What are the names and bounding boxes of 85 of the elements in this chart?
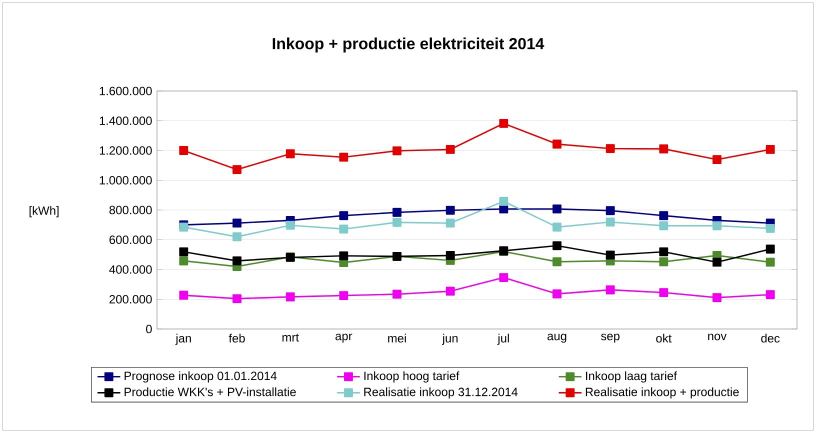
point xyxy=(179,222,188,232)
y-tick-label: 400.000 xyxy=(109,265,152,274)
point xyxy=(552,257,562,266)
point xyxy=(659,144,668,154)
point xyxy=(659,257,668,266)
y-tick-label: 600.000 xyxy=(110,235,152,244)
point xyxy=(499,273,508,282)
x-tick-label: dec xyxy=(761,334,780,343)
x-tick-label: apr xyxy=(336,334,352,343)
point xyxy=(392,146,402,156)
x-tick-label: aug xyxy=(548,334,566,343)
point xyxy=(446,144,455,154)
point xyxy=(552,289,562,298)
point xyxy=(712,293,722,302)
point xyxy=(286,149,295,158)
y-tick-label: 200.000 xyxy=(110,294,152,304)
x-tick-label: nov xyxy=(708,334,727,340)
x-tick-label: jun xyxy=(442,334,458,345)
point xyxy=(339,152,348,162)
y-tick-label: 1.400.000 xyxy=(100,116,152,126)
x-tick-label: mrt xyxy=(282,334,299,342)
point xyxy=(392,218,402,227)
point xyxy=(499,118,508,128)
x-tick-label: jul xyxy=(497,334,509,345)
point xyxy=(606,250,615,260)
y-tick-label: 1.600.000 xyxy=(100,86,152,96)
legend-label: Inkoop laag tarief xyxy=(586,371,677,383)
point xyxy=(552,140,562,149)
legend-label: Realisatie inkoop + productie xyxy=(586,387,739,399)
y-tick-label: 1.000.000 xyxy=(100,176,152,185)
legend-label: Realisatie inkoop 31.12.2014 xyxy=(364,387,518,399)
point xyxy=(552,241,562,250)
point xyxy=(659,288,668,298)
point xyxy=(766,224,775,233)
point xyxy=(446,218,455,228)
point xyxy=(339,211,348,220)
point xyxy=(179,247,188,256)
point xyxy=(232,218,242,228)
point xyxy=(659,211,668,220)
point xyxy=(179,290,188,300)
point xyxy=(712,258,722,267)
x-tick-label: jan xyxy=(175,334,191,345)
legend-label: Prognose inkoop 01.01.2014 xyxy=(124,371,277,383)
y-tick-label: 0 xyxy=(146,324,152,334)
point xyxy=(552,222,562,232)
x-tick-label: mei xyxy=(388,334,406,343)
legend-label: Productie WKK's + PV-installatie xyxy=(124,387,296,396)
point xyxy=(286,292,295,302)
point xyxy=(766,290,775,300)
point xyxy=(179,256,188,266)
point xyxy=(606,285,615,294)
point xyxy=(659,247,668,256)
point xyxy=(286,220,295,230)
point xyxy=(766,258,775,267)
point xyxy=(392,290,402,299)
point xyxy=(339,251,348,260)
point xyxy=(712,221,722,230)
point xyxy=(552,204,562,214)
point xyxy=(446,206,455,215)
point xyxy=(499,196,508,206)
y-axis-title: [kWh] xyxy=(30,206,59,218)
x-tick-label: feb xyxy=(228,334,245,343)
point xyxy=(606,206,615,216)
point xyxy=(712,155,722,164)
y-tick-label: 1.200.000 xyxy=(100,146,152,155)
point xyxy=(766,144,775,154)
x-tick-label: okt xyxy=(656,334,672,343)
point xyxy=(232,256,242,266)
point xyxy=(606,144,615,154)
point xyxy=(446,286,455,296)
point xyxy=(446,251,455,260)
legend-label: Inkoop hoog tarief xyxy=(364,371,460,383)
point xyxy=(392,208,402,217)
point xyxy=(339,291,348,300)
point xyxy=(232,165,242,174)
point xyxy=(606,218,615,227)
x-tick-label: sep xyxy=(601,334,620,343)
point xyxy=(232,232,242,242)
y-tick-label: 800.000 xyxy=(109,206,152,214)
point xyxy=(232,294,242,304)
point xyxy=(179,146,188,155)
point xyxy=(339,224,348,234)
point xyxy=(766,244,775,254)
point xyxy=(659,221,668,230)
chart-title: Inkoop + productie elektriciteit 2014 xyxy=(272,38,544,52)
